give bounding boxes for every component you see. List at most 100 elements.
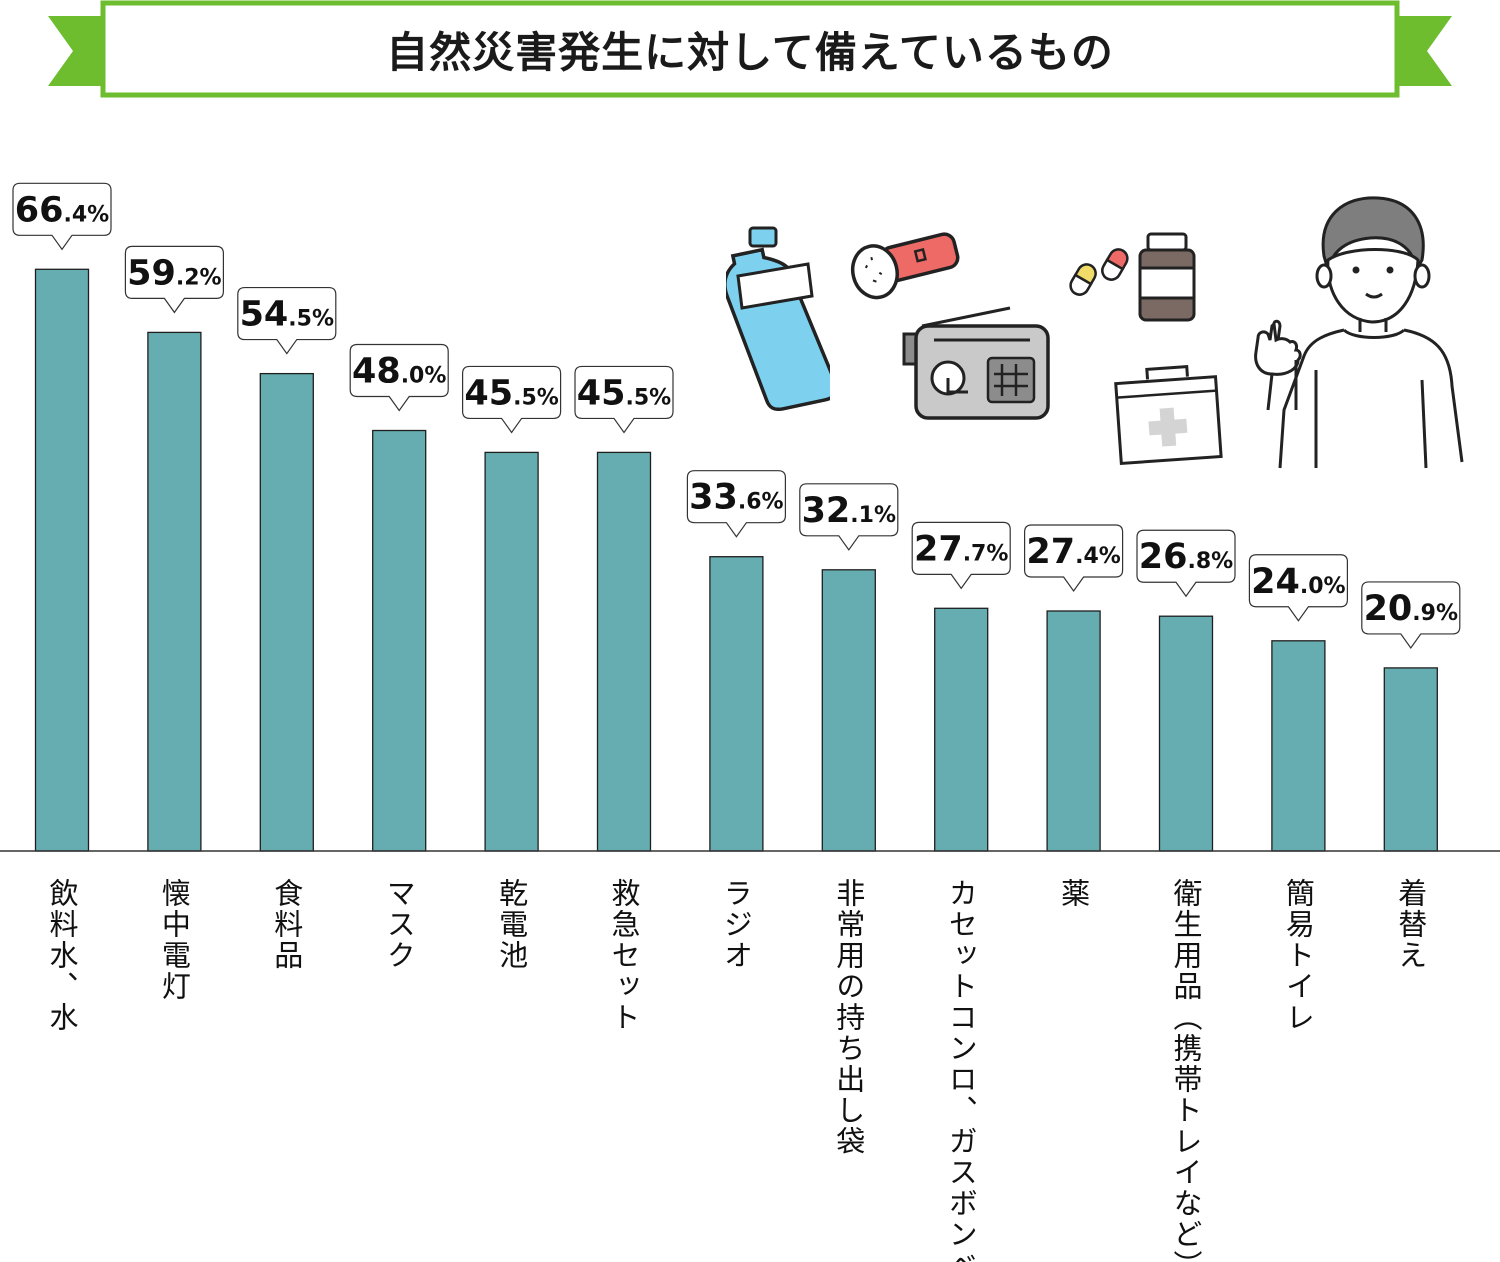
category-label-11: 簡易トイレ — [1281, 878, 1316, 1033]
category-label-4: 乾電池 — [494, 878, 529, 971]
callout-bubble — [799, 483, 899, 551]
value-callout-12: 20.9% — [1361, 581, 1461, 649]
value-label-dec: .5% — [288, 307, 334, 332]
value-label-dec: .4% — [64, 202, 110, 227]
value-callout-7: 32.1% — [799, 483, 899, 551]
value-label-int: 27 — [1026, 532, 1075, 572]
callout-bubble — [911, 521, 1011, 590]
bar-2 — [259, 372, 314, 852]
category-label-2: 食料品 — [269, 878, 304, 971]
value-label-2: 54.5% — [240, 295, 334, 335]
value-label-dec: .7% — [963, 541, 1009, 566]
callout-bubble — [1361, 581, 1461, 649]
medicine-bottle-icon — [1138, 232, 1196, 322]
category-label-3: マスク — [382, 878, 417, 971]
banner-box — [100, 0, 1400, 98]
category-label-8: カセットコンロ、ガスボンベ — [944, 878, 979, 1262]
value-label-5: 45.5% — [577, 373, 671, 413]
value-label-9: 27.4% — [1026, 532, 1120, 572]
value-label-3: 48.0% — [352, 352, 446, 392]
value-label-dec: .0% — [401, 364, 447, 389]
bar-10 — [1158, 615, 1214, 852]
person-pointing-illustration — [1254, 196, 1464, 469]
value-callout-0: 66.4% — [12, 182, 112, 251]
value-callout-9: 27.4% — [1023, 524, 1124, 593]
callout-bubble — [686, 470, 786, 538]
bar-7 — [821, 569, 876, 852]
bar-6 — [709, 556, 764, 852]
value-label-int: 26 — [1139, 537, 1188, 577]
value-label-int: 48 — [352, 352, 401, 392]
value-callout-1: 59.2% — [124, 245, 224, 314]
value-callout-3: 48.0% — [349, 343, 449, 412]
value-label-6: 33.6% — [689, 478, 783, 518]
category-label-6: ラジオ — [719, 878, 754, 971]
value-callout-8: 27.7% — [911, 521, 1011, 590]
callout-bubble — [1136, 529, 1236, 598]
radio-icon — [902, 306, 1050, 420]
title-banner — [48, 0, 1452, 98]
chart-title: 自然災害発生に対して備えているもの — [386, 27, 1114, 77]
value-label-dec: .9% — [1412, 601, 1458, 626]
value-callout-6: 33.6% — [686, 470, 786, 538]
category-label-1: 懐中電灯 — [157, 878, 192, 1002]
value-callout-4: 45.5% — [462, 365, 562, 434]
value-callout-10: 26.8% — [1136, 529, 1236, 598]
value-label-int: 32 — [802, 491, 851, 531]
value-label-dec: .8% — [1188, 549, 1234, 574]
value-label-int: 20 — [1364, 589, 1413, 629]
category-label-0: 飲料水、水 — [45, 878, 79, 1033]
category-label-5: 救急セット — [607, 878, 641, 1033]
flashlight-icon — [850, 232, 960, 300]
value-label-12: 20.9% — [1364, 589, 1458, 629]
water-bottle-icon — [726, 226, 830, 412]
bar-11 — [1271, 640, 1326, 852]
value-label-8: 27.7% — [914, 529, 1008, 569]
value-label-dec: .1% — [850, 503, 896, 528]
bars-layer — [34, 268, 1438, 852]
value-label-dec: .5% — [626, 385, 672, 410]
value-label-dec: .5% — [513, 385, 559, 410]
bar-5 — [596, 451, 652, 852]
value-label-0: 66.4% — [15, 190, 109, 230]
first-aid-kit-icon — [1114, 365, 1223, 466]
value-label-dec: .6% — [738, 490, 784, 515]
value-label-10: 26.8% — [1139, 537, 1233, 577]
value-label-dec: .0% — [1300, 574, 1346, 599]
value-label-4: 45.5% — [464, 373, 558, 413]
value-label-int: 59 — [127, 253, 176, 293]
category-label-7: 非常用の持ち出し袋 — [831, 878, 866, 1157]
bar-8 — [934, 607, 989, 852]
value-callout-2: 54.5% — [237, 286, 337, 355]
value-label-int: 45 — [464, 373, 513, 413]
value-label-dec: .2% — [176, 265, 222, 290]
value-label-1: 59.2% — [127, 253, 221, 293]
callout-bubble — [462, 365, 562, 434]
value-label-int: 27 — [914, 529, 963, 569]
callout-bubble — [12, 182, 112, 251]
value-callout-11: 24.0% — [1248, 554, 1348, 622]
callouts-layer: 66.4%59.2%54.5%48.0% 45.5% 45.5%33.6% 32.1%… — [12, 182, 1461, 649]
value-callout-5: 45.5% — [574, 365, 674, 434]
bar-12 — [1383, 667, 1438, 852]
bar-1 — [147, 331, 202, 852]
callout-bubble — [574, 365, 674, 434]
value-label-int: 33 — [689, 478, 738, 518]
callout-bubble — [1023, 524, 1124, 593]
pills-icon — [1069, 248, 1129, 296]
value-label-int: 45 — [577, 373, 626, 413]
value-label-int: 54 — [240, 295, 289, 335]
value-label-dec: .4% — [1075, 544, 1121, 569]
category-label-9: 薬 — [1056, 878, 1091, 909]
category-label-12: 着替え — [1393, 878, 1428, 971]
callout-bubble — [124, 245, 224, 314]
bar-3 — [372, 429, 427, 852]
bar-4 — [484, 451, 539, 852]
value-label-7: 32.1% — [802, 491, 896, 531]
bar-9 — [1046, 610, 1101, 852]
callout-bubble — [237, 286, 337, 355]
value-label-11: 24.0% — [1251, 562, 1345, 602]
banner-ribbon-left — [48, 16, 106, 86]
bar-0 — [34, 268, 90, 852]
